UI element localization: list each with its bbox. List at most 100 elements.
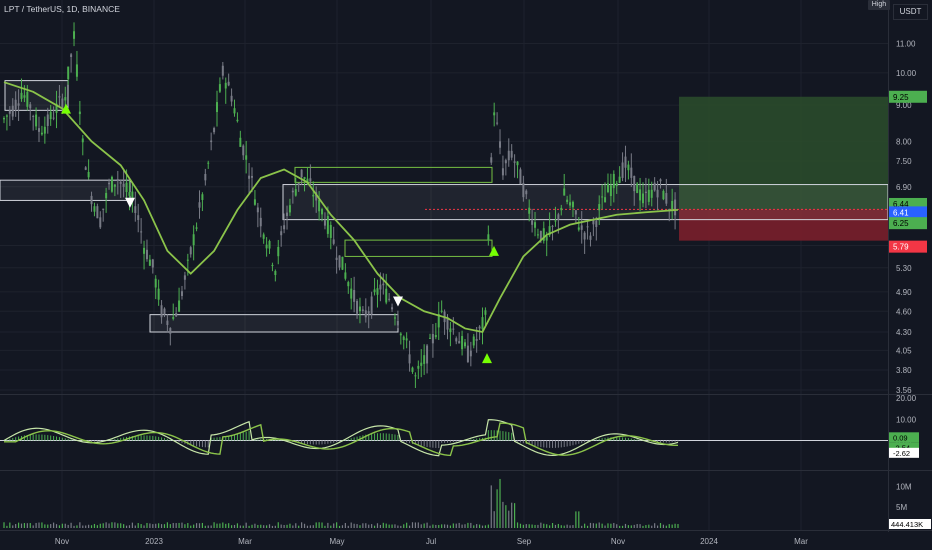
candle-body (417, 365, 420, 369)
candle-body (93, 206, 96, 212)
candle-body (606, 183, 609, 193)
candle-body (551, 225, 554, 227)
candle-body (172, 317, 175, 319)
candle-body (145, 249, 148, 260)
zone-box (149, 314, 399, 333)
candle-body (662, 190, 665, 200)
candle-body (201, 194, 204, 200)
candle-body (213, 128, 216, 133)
candle-body (148, 259, 151, 266)
candle-body (218, 84, 221, 92)
candle-body (195, 227, 198, 229)
candle-body (119, 181, 122, 184)
candle-body (659, 179, 662, 182)
oscillator-value-label: 0.09 (893, 433, 908, 442)
currency-button[interactable]: USDT (893, 4, 928, 20)
price-tick-label: 11.00 (896, 40, 916, 49)
candle-body (43, 126, 46, 134)
candle-body (385, 288, 388, 303)
candle-body (446, 317, 449, 330)
candle-body (286, 212, 289, 216)
candle-body (157, 288, 160, 300)
candle-body (414, 375, 417, 377)
candle-body (636, 183, 639, 193)
candle-body (288, 205, 291, 213)
candle-body (329, 224, 332, 238)
symbol-title[interactable]: LPT / TetherUS, 1D, BINANCE (4, 4, 120, 14)
candle-body (163, 308, 166, 315)
entry-upper-label: 6.44 (893, 200, 909, 209)
candle-body (601, 196, 604, 198)
candle-body (539, 230, 542, 240)
time-axis-label: Mar (794, 537, 808, 546)
candle-body (178, 300, 181, 312)
time-axis-label: May (329, 537, 344, 546)
candle-body (38, 128, 41, 132)
price-tick-label: 3.56 (896, 386, 912, 395)
candle-body (99, 217, 102, 228)
candle-body (268, 241, 271, 249)
candle-body (592, 219, 595, 225)
candle-body (160, 305, 163, 318)
candle-body (338, 255, 341, 268)
candle-body (536, 234, 539, 236)
buy-signal-marker (482, 353, 492, 364)
oscillator-value-label: -2.62 (893, 449, 910, 458)
candle-body (274, 270, 277, 276)
candle-body (487, 234, 490, 241)
candle-body (656, 189, 659, 198)
candle-body (230, 95, 233, 102)
candle-body (64, 97, 67, 101)
candle-body (513, 161, 516, 163)
candle-body (192, 234, 195, 246)
volume-tick-label: 10M (896, 482, 912, 491)
candle-body (321, 209, 324, 215)
candle-body (137, 215, 140, 220)
zone-box (282, 184, 889, 221)
price-tick-label: 8.00 (896, 137, 912, 146)
candle-body (388, 298, 391, 300)
candle-body (154, 278, 157, 288)
sell-signal-marker (393, 296, 403, 307)
target-price-label: 9.25 (893, 93, 909, 102)
candle-body (525, 190, 528, 195)
candle-body (52, 117, 55, 119)
candle-body (318, 199, 321, 212)
candle-body (242, 145, 245, 156)
candle-body (224, 82, 227, 89)
candle-body (475, 339, 478, 341)
candle-body (90, 195, 93, 205)
high-badge[interactable]: High (868, 0, 890, 10)
candle-body (548, 226, 551, 236)
candle-body (382, 283, 385, 286)
candle-body (621, 162, 624, 178)
candle-body (542, 228, 545, 241)
candle-body (464, 342, 467, 347)
candle-body (376, 288, 379, 295)
candle-body (408, 354, 411, 364)
candle-body (20, 92, 23, 99)
candle-body (627, 164, 630, 171)
candle-body (484, 310, 487, 315)
candle-body (46, 114, 49, 126)
candle-body (554, 220, 557, 222)
zone-box-green (294, 166, 493, 183)
stop-price-label-bg (889, 240, 927, 253)
candle-body (583, 232, 586, 240)
time-axis-label: Mar (238, 537, 252, 546)
candle-body (134, 206, 137, 214)
candle-body (519, 169, 522, 185)
candle-body (256, 207, 259, 213)
oscillator-tick-label: 20.00 (896, 394, 917, 403)
candle-body (367, 311, 370, 314)
candle-body (504, 160, 507, 164)
candle-body (198, 202, 201, 208)
candle-body (166, 320, 169, 325)
candle-body (405, 338, 408, 341)
time-axis-label: Sep (517, 537, 532, 546)
oscillator-value-bg (889, 432, 919, 443)
candle-body (571, 201, 574, 208)
target-zone (679, 96, 888, 210)
